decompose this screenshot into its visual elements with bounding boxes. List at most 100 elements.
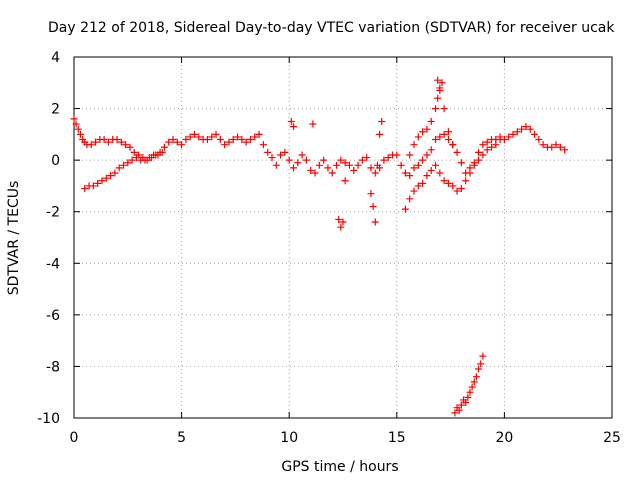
x-tick-label: 20	[495, 430, 513, 446]
data-point	[203, 136, 211, 144]
series-main-track	[70, 115, 569, 180]
x-tick-label: 0	[70, 430, 79, 446]
data-point	[552, 141, 560, 149]
data-point	[470, 378, 478, 386]
data-point	[449, 141, 457, 149]
data-point	[350, 166, 358, 174]
data-point	[298, 151, 306, 159]
data-point	[414, 161, 422, 169]
data-point	[328, 169, 336, 177]
data-point	[126, 143, 134, 151]
data-point	[406, 172, 414, 180]
data-point	[333, 161, 341, 169]
data-point	[477, 360, 485, 368]
data-point	[369, 203, 377, 211]
data-point	[81, 185, 89, 193]
data-point	[264, 148, 272, 156]
data-point	[440, 130, 448, 138]
data-point	[436, 87, 444, 95]
data-point	[436, 133, 444, 141]
data-point	[158, 148, 166, 156]
data-point	[475, 156, 483, 164]
data-point	[414, 182, 422, 190]
y-tick-label: -8	[46, 359, 60, 375]
data-point	[462, 177, 470, 185]
data-point	[376, 130, 384, 138]
data-point	[107, 172, 115, 180]
data-point	[234, 133, 242, 141]
data-point	[341, 159, 349, 167]
data-point	[311, 169, 319, 177]
data-point	[98, 177, 106, 185]
data-point	[518, 125, 526, 133]
data-point	[419, 179, 427, 187]
data-point	[160, 143, 168, 151]
data-point	[339, 218, 347, 226]
data-point	[440, 177, 448, 185]
data-point	[410, 164, 418, 172]
data-point	[122, 141, 130, 149]
data-point	[212, 130, 220, 138]
data-point	[432, 136, 440, 144]
y-tick-label: 4	[51, 50, 60, 66]
y-axis-label: SDTVAR / TECUs	[6, 181, 22, 296]
data-point	[169, 136, 177, 144]
data-point	[104, 138, 112, 146]
x-tick-label: 25	[603, 430, 621, 446]
data-point	[414, 133, 422, 141]
data-point	[492, 141, 500, 149]
data-point	[290, 123, 298, 131]
data-point	[535, 136, 543, 144]
x-tick-label: 10	[280, 430, 298, 446]
y-tick-label: 0	[51, 153, 60, 169]
data-point	[367, 190, 375, 198]
y-tick-label: -10	[37, 411, 60, 427]
data-point	[410, 187, 418, 195]
data-point	[438, 79, 446, 87]
data-point	[309, 120, 317, 128]
data-point	[464, 393, 472, 401]
data-point	[76, 130, 84, 138]
data-point	[363, 154, 371, 162]
data-point	[335, 215, 343, 223]
data-point	[419, 156, 427, 164]
data-point	[496, 136, 504, 144]
data-point	[410, 141, 418, 149]
data-point	[432, 161, 440, 169]
data-point	[427, 146, 435, 154]
data-point	[100, 136, 108, 144]
data-point	[384, 154, 392, 162]
series-spikes	[287, 76, 444, 231]
data-point	[466, 169, 474, 177]
data-point	[238, 136, 246, 144]
data-point	[434, 76, 442, 84]
data-point	[87, 141, 95, 149]
data-point	[423, 151, 431, 159]
series-outlier-cluster	[451, 352, 487, 417]
data-point	[92, 138, 100, 146]
data-point	[119, 161, 127, 169]
data-point	[285, 156, 293, 164]
data-point	[165, 138, 173, 146]
data-point	[268, 154, 276, 162]
data-point	[380, 156, 388, 164]
axis-ticks: 0 5 10 15 20 25 -10 -8 -6 -4 -2 0 2 4	[37, 50, 621, 446]
x-tick-label: 5	[177, 430, 186, 446]
data-point	[302, 156, 310, 164]
data-point	[132, 154, 140, 162]
plot-frame	[73, 56, 613, 419]
data-point	[406, 151, 414, 159]
data-point	[290, 164, 298, 172]
data-point	[191, 130, 199, 138]
y-tick-label: -4	[46, 256, 60, 272]
data-point	[468, 383, 476, 391]
data-point	[444, 128, 452, 136]
data-point	[479, 151, 487, 159]
data-point	[397, 161, 405, 169]
y-tick-label: 2	[51, 102, 60, 118]
data-point	[154, 151, 162, 159]
data-point	[475, 148, 483, 156]
data-point	[548, 143, 556, 151]
data-point	[406, 195, 414, 203]
data-point	[453, 187, 461, 195]
